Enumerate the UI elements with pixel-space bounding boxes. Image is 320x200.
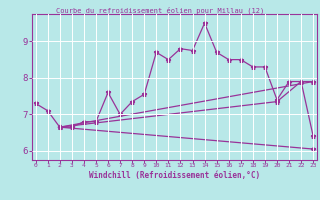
- X-axis label: Windchill (Refroidissement éolien,°C): Windchill (Refroidissement éolien,°C): [89, 171, 260, 180]
- Text: Courbe du refroidissement éolien pour Millau (12): Courbe du refroidissement éolien pour Mi…: [56, 6, 264, 14]
